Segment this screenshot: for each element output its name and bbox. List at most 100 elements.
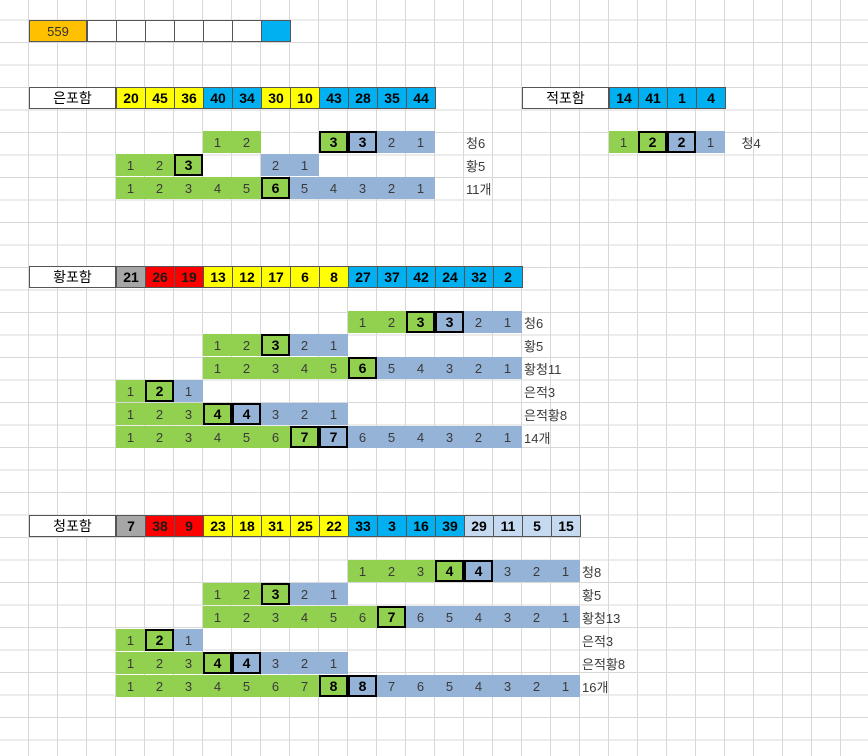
count-cell[interactable]: 2 <box>464 311 493 333</box>
count-cell[interactable]: 3 <box>174 652 203 674</box>
count-cell[interactable]: 3 <box>493 606 522 628</box>
row-label[interactable]: 청6 <box>464 131 528 153</box>
number-cell[interactable]: 29 <box>464 515 494 537</box>
highlight-cell[interactable]: 7 <box>290 426 319 448</box>
highlight-cell[interactable]: 8 <box>348 675 377 697</box>
number-cell[interactable]: 6 <box>290 266 320 288</box>
row-label[interactable]: 은적3 <box>522 380 586 402</box>
count-cell[interactable]: 3 <box>174 177 203 199</box>
row-label[interactable]: 11개 <box>464 177 528 199</box>
number-cell[interactable]: 33 <box>348 515 378 537</box>
count-cell[interactable]: 2 <box>464 426 493 448</box>
count-cell[interactable]: 3 <box>174 403 203 425</box>
highlight-cell[interactable]: 3 <box>261 334 290 356</box>
count-cell[interactable]: 1 <box>348 311 377 333</box>
count-cell[interactable]: 1 <box>203 357 232 379</box>
counter-strip-cell[interactable] <box>145 20 175 42</box>
counter-strip-cell[interactable] <box>203 20 233 42</box>
number-cell[interactable]: 12 <box>232 266 262 288</box>
count-cell[interactable]: 1 <box>116 652 145 674</box>
count-cell[interactable]: 2 <box>145 177 174 199</box>
count-cell[interactable]: 1 <box>493 357 522 379</box>
count-cell[interactable]: 1 <box>551 560 580 582</box>
number-cell[interactable]: 27 <box>348 266 378 288</box>
block-title[interactable]: 은포함 <box>29 87 116 109</box>
count-cell[interactable]: 1 <box>319 652 348 674</box>
count-cell[interactable]: 2 <box>290 583 319 605</box>
count-cell[interactable]: 3 <box>348 177 377 199</box>
number-cell[interactable]: 26 <box>145 266 175 288</box>
count-cell[interactable]: 2 <box>377 131 406 153</box>
count-cell[interactable]: 1 <box>551 675 580 697</box>
number-cell[interactable]: 32 <box>464 266 494 288</box>
count-cell[interactable]: 2 <box>290 403 319 425</box>
count-cell[interactable]: 1 <box>319 403 348 425</box>
number-cell[interactable]: 24 <box>435 266 465 288</box>
highlight-cell[interactable]: 2 <box>638 131 667 153</box>
count-cell[interactable]: 2 <box>522 606 551 628</box>
row-label[interactable]: 은적황8 <box>580 652 644 674</box>
count-cell[interactable]: 5 <box>290 177 319 199</box>
number-cell[interactable]: 11 <box>493 515 523 537</box>
highlight-cell[interactable]: 3 <box>348 131 377 153</box>
highlight-cell[interactable]: 2 <box>667 131 696 153</box>
count-cell[interactable]: 6 <box>348 606 377 628</box>
count-cell[interactable]: 4 <box>319 177 348 199</box>
block-title[interactable]: 황포함 <box>29 266 116 288</box>
count-cell[interactable]: 1 <box>696 131 725 153</box>
count-cell[interactable]: 4 <box>203 426 232 448</box>
highlight-cell[interactable]: 4 <box>464 560 493 582</box>
count-cell[interactable]: 4 <box>203 675 232 697</box>
count-cell[interactable]: 1 <box>174 380 203 402</box>
count-cell[interactable]: 1 <box>116 426 145 448</box>
count-cell[interactable]: 4 <box>203 177 232 199</box>
number-cell[interactable]: 5 <box>522 515 552 537</box>
count-cell[interactable]: 1 <box>319 583 348 605</box>
count-cell[interactable]: 1 <box>116 380 145 402</box>
number-cell[interactable]: 38 <box>145 515 175 537</box>
number-cell[interactable]: 40 <box>203 87 233 109</box>
number-cell[interactable]: 43 <box>319 87 349 109</box>
count-cell[interactable]: 2 <box>232 606 261 628</box>
count-cell[interactable]: 1 <box>609 131 638 153</box>
highlight-cell[interactable]: 2 <box>145 629 174 651</box>
number-cell[interactable]: 39 <box>435 515 465 537</box>
count-cell[interactable]: 3 <box>435 426 464 448</box>
highlight-cell[interactable]: 7 <box>319 426 348 448</box>
count-cell[interactable]: 4 <box>290 357 319 379</box>
number-cell[interactable]: 16 <box>406 515 436 537</box>
number-cell[interactable]: 7 <box>116 515 146 537</box>
number-cell[interactable]: 9 <box>174 515 204 537</box>
counter-strip-cell[interactable] <box>87 20 117 42</box>
number-cell[interactable]: 31 <box>261 515 291 537</box>
counter-strip-cell[interactable] <box>232 20 262 42</box>
block-title[interactable]: 적포함 <box>522 87 609 109</box>
count-cell[interactable]: 1 <box>319 334 348 356</box>
row-label[interactable]: 14개 <box>522 426 586 448</box>
count-cell[interactable]: 1 <box>203 131 232 153</box>
count-cell[interactable]: 3 <box>261 357 290 379</box>
count-cell[interactable]: 2 <box>232 357 261 379</box>
count-cell[interactable]: 5 <box>319 357 348 379</box>
count-cell[interactable]: 2 <box>232 583 261 605</box>
count-cell[interactable]: 2 <box>261 154 290 176</box>
count-cell[interactable]: 3 <box>174 426 203 448</box>
number-cell[interactable]: 23 <box>203 515 233 537</box>
count-cell[interactable]: 3 <box>493 675 522 697</box>
count-cell[interactable]: 1 <box>406 131 435 153</box>
count-cell[interactable]: 7 <box>290 675 319 697</box>
count-cell[interactable]: 3 <box>261 606 290 628</box>
number-cell[interactable]: 14 <box>609 87 639 109</box>
count-cell[interactable] <box>261 131 290 153</box>
number-cell[interactable]: 35 <box>377 87 407 109</box>
count-cell[interactable]: 1 <box>116 403 145 425</box>
number-cell[interactable]: 37 <box>377 266 407 288</box>
count-cell[interactable]: 5 <box>435 606 464 628</box>
count-cell[interactable]: 5 <box>232 675 261 697</box>
row-label[interactable]: 황5 <box>580 583 644 605</box>
number-cell[interactable]: 30 <box>261 87 291 109</box>
count-cell[interactable]: 5 <box>377 357 406 379</box>
highlight-cell[interactable]: 3 <box>174 154 203 176</box>
highlight-cell[interactable]: 4 <box>435 560 464 582</box>
row-label[interactable]: 황청13 <box>580 606 644 628</box>
